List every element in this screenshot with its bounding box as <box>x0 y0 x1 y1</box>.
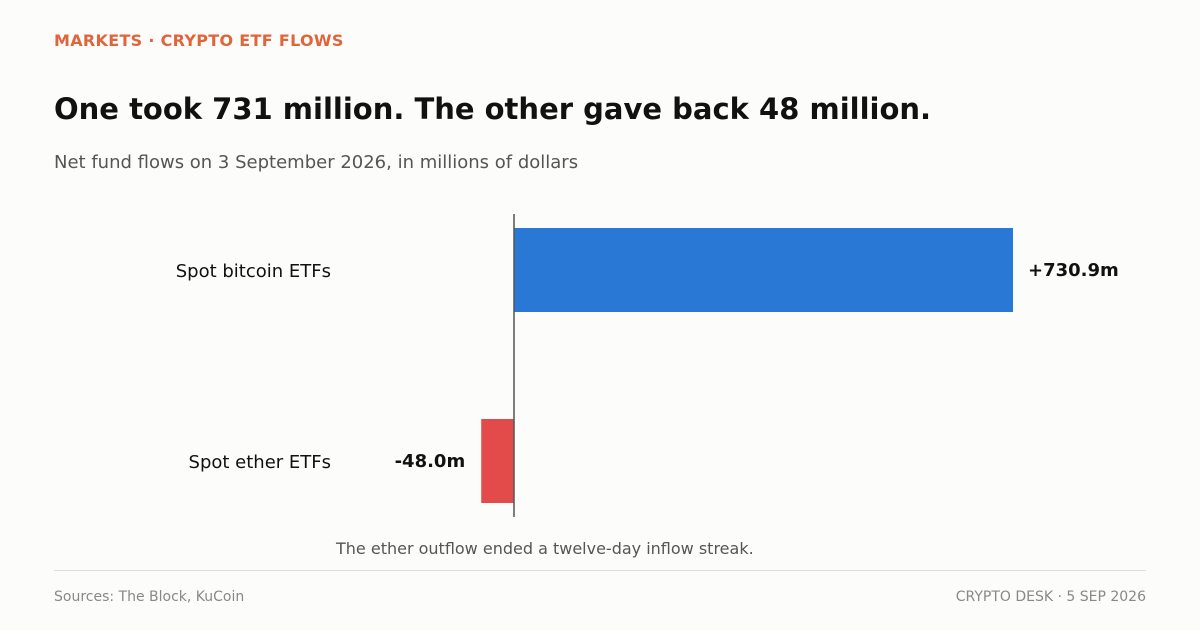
footer-divider <box>54 570 1146 571</box>
credit-line: CRYPTO DESK · 5 SEP 2026 <box>955 589 1146 605</box>
chart-title: One took 731 million. The other gave bac… <box>54 92 932 126</box>
value-label-0: +730.9m <box>1028 260 1119 281</box>
value-label-1: -48.0m <box>395 451 466 472</box>
category-label-1: Spot ether ETFs <box>189 452 331 473</box>
kicker: MARKETS · CRYPTO ETF FLOWS <box>54 31 344 50</box>
source-note: Sources: The Block, KuCoin <box>54 589 245 605</box>
bar-1 <box>481 419 514 503</box>
chart-annotation: The ether outflow ended a twelve-day inf… <box>336 539 754 558</box>
category-label-0: Spot bitcoin ETFs <box>176 261 331 282</box>
chart-subtitle: Net fund flows on 3 September 2026, in m… <box>54 152 579 173</box>
bar-0 <box>514 228 1013 312</box>
